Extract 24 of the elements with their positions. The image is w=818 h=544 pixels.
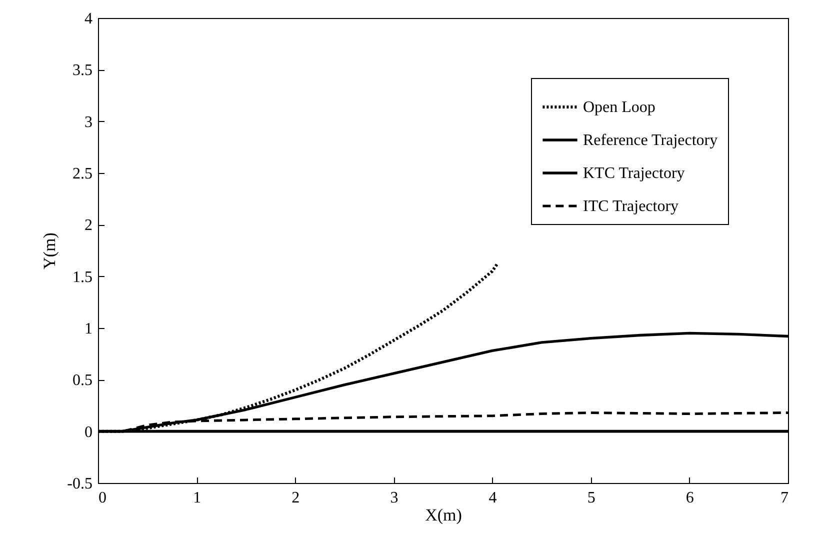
x-tick-label: 7 [780,490,788,506]
x-tick-label: 2 [292,490,300,506]
x-tick-label: 4 [488,490,497,506]
y-tick-label: 0.5 [72,372,92,390]
x-tick-label: 6 [686,490,694,506]
legend-label: Open Loop [583,99,656,116]
legend-label: ITC Trajectory [583,198,679,215]
y-tick-label: 3 [84,114,92,131]
y-tick-label: 2 [84,217,92,234]
legend-label: Reference Trajectory [583,132,718,149]
legend-label: KTC Trajectory [583,165,685,182]
y-axis-title: Y(m) [40,232,60,270]
x-axis-title: X(m) [425,506,462,524]
y-tick-label: 0 [84,424,92,441]
x-tick-label: 1 [193,490,202,506]
y-tick-label: 1.5 [72,268,92,286]
y-tick-label: 4 [84,10,92,28]
x-tick-label: 5 [587,490,596,506]
y-tick-label: 3.5 [72,62,92,80]
y-tick-label: -0.5 [67,476,92,492]
y-tick-label: 2.5 [72,166,92,182]
x-tick-label: 0 [98,490,106,506]
x-tick-label: 3 [390,490,398,506]
y-tick-label: 1 [84,320,92,338]
